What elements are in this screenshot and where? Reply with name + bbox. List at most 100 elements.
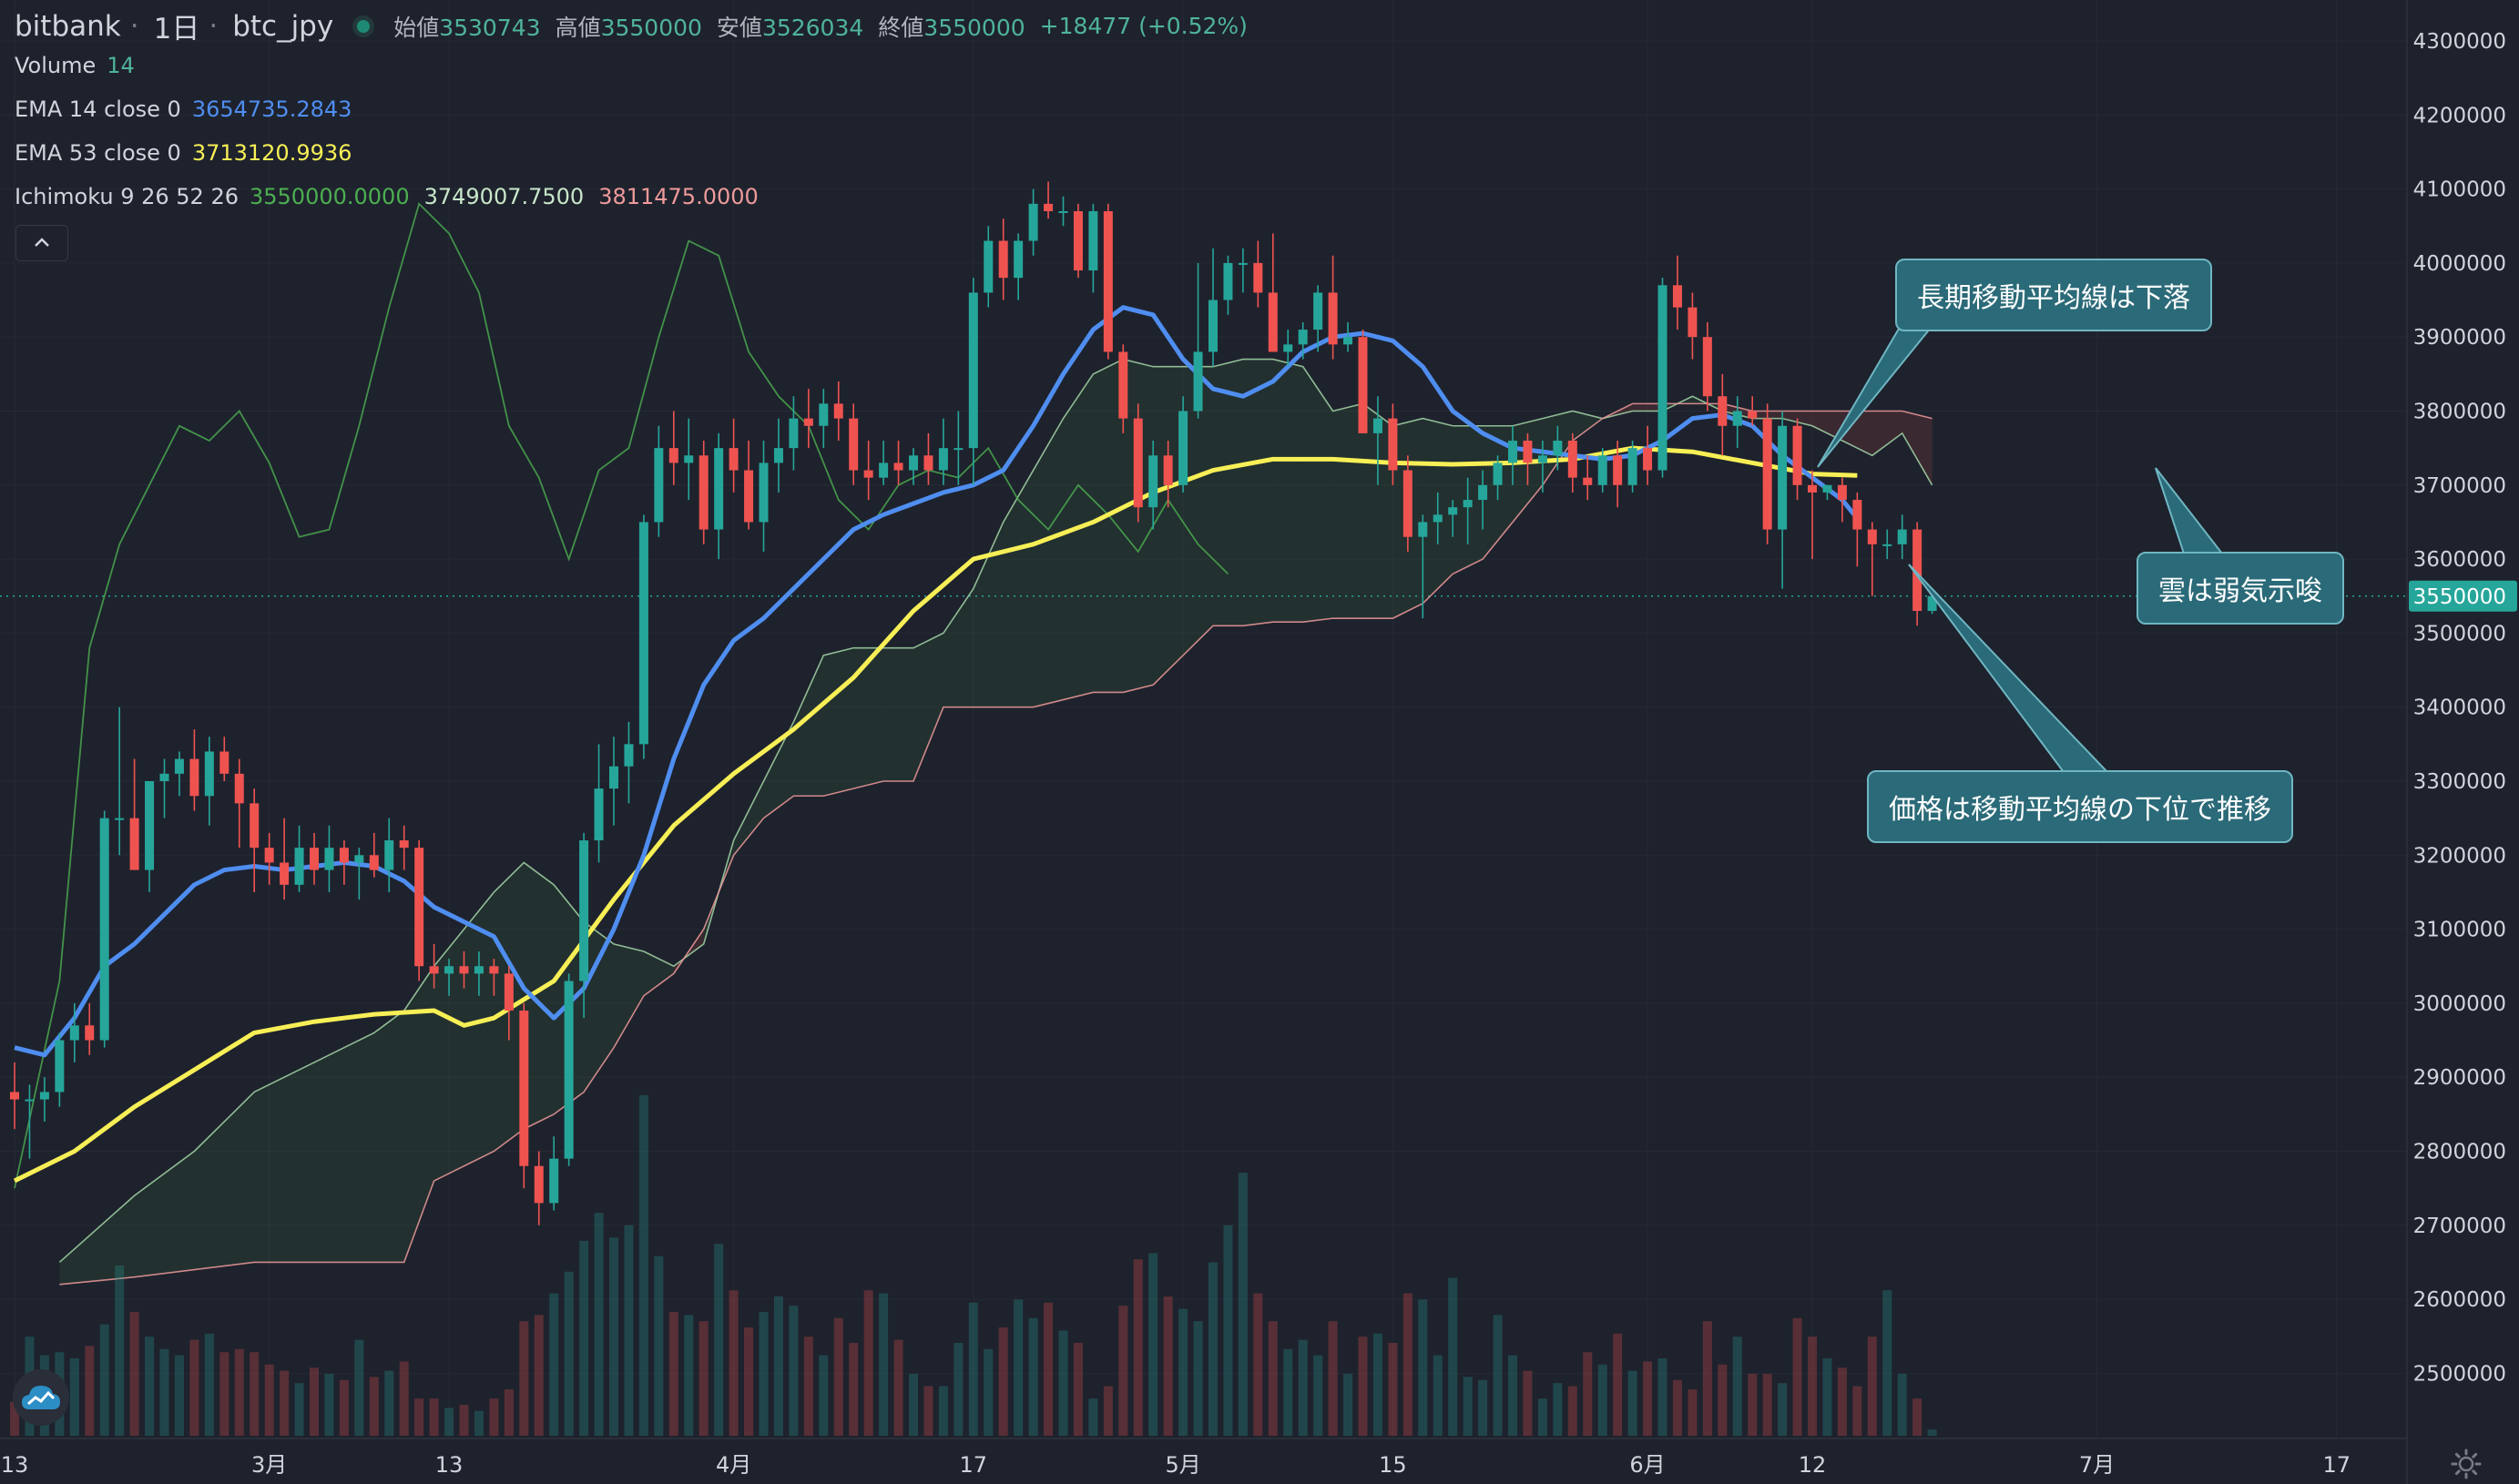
timeframe[interactable]: 1日: [153, 13, 200, 46]
ema14-legend[interactable]: EMA 14 close 0 3654735.2843: [15, 97, 352, 122]
volume-bar: [1778, 1383, 1788, 1436]
ichimoku-legend[interactable]: Ichimoku 9 26 52 26 3550000.0000 3749007…: [15, 184, 759, 209]
collapse-legend-button[interactable]: [15, 225, 68, 261]
candle-body: [1313, 292, 1323, 330]
candle-body: [1058, 210, 1068, 213]
candle: [564, 973, 574, 1166]
candle-body: [1028, 203, 1038, 241]
volume-bar: [1088, 1398, 1098, 1436]
candle: [444, 959, 454, 996]
ema53-value: 3713120.9936: [191, 140, 352, 166]
candle: [1358, 330, 1368, 433]
exchange-name[interactable]: bitbank: [15, 9, 121, 43]
candle-body: [1537, 455, 1547, 463]
candle: [1028, 188, 1038, 256]
candle-body: [638, 522, 648, 745]
candle-body: [1073, 210, 1083, 271]
time-tick-label: 6月: [1629, 1452, 1665, 1478]
volume-bar: [1358, 1337, 1368, 1436]
candle-body: [504, 973, 514, 1011]
low-label: 安値: [716, 14, 762, 41]
volume-bar: [1058, 1330, 1068, 1436]
candle: [189, 729, 199, 811]
settings-icon[interactable]: [2450, 1448, 2483, 1480]
candle: [129, 758, 139, 870]
candle: [1118, 344, 1128, 433]
volume-bar: [699, 1321, 709, 1436]
volume-bar: [489, 1398, 499, 1436]
candle: [280, 818, 290, 900]
volume-bar: [759, 1312, 769, 1436]
candle: [819, 389, 829, 449]
cloud-segment: [763, 721, 794, 818]
candle: [594, 744, 604, 863]
price-tick-label: 4300000: [2413, 30, 2506, 54]
candle: [369, 832, 379, 878]
candle-body: [893, 462, 903, 471]
price-tick-label: 4000000: [2413, 252, 2506, 276]
volume-bar: [1493, 1315, 1503, 1436]
volume-bar: [1897, 1374, 1907, 1436]
candle-body: [909, 455, 918, 471]
volume-legend[interactable]: Volume 14: [15, 53, 135, 78]
candle: [923, 432, 933, 485]
cloud-segment: [733, 781, 764, 856]
candle: [489, 959, 499, 996]
candle: [1448, 500, 1458, 537]
candle: [1463, 477, 1473, 544]
chikou-span: [14, 202, 1229, 1189]
volume-bar: [459, 1405, 469, 1436]
candle: [773, 418, 783, 493]
candle-body: [1912, 529, 1922, 612]
candle: [1209, 248, 1218, 367]
volume-bar: [1732, 1337, 1742, 1436]
candle-body: [1133, 418, 1143, 508]
candle-body: [1088, 210, 1098, 271]
candle: [25, 1084, 35, 1159]
annotation-price-below-ema[interactable]: 価格は移動平均線の下位で推移: [1867, 770, 2293, 843]
candle: [984, 226, 994, 308]
candle: [968, 278, 978, 485]
ichimoku-lagging-span: [14, 202, 1229, 1189]
candle: [1643, 425, 1653, 485]
cloud-segment: [1063, 373, 1094, 700]
candle: [579, 832, 589, 1019]
price-tick-label: 2800000: [2413, 1141, 2506, 1164]
volume-bar: [219, 1352, 229, 1436]
candle: [145, 781, 155, 892]
volume-bar: [1223, 1225, 1233, 1436]
ema14-line: [14, 305, 1860, 1058]
symbol-name[interactable]: btc_jpy: [232, 9, 334, 43]
volume-bar: [369, 1377, 379, 1436]
annotation-ema-falling[interactable]: 長期移動平均線は下落: [1895, 259, 2212, 331]
candle-body: [1388, 418, 1398, 471]
annotation-cloud-bearish[interactable]: 雲は弱気示唆: [2137, 552, 2344, 625]
tradingview-logo[interactable]: [13, 1369, 69, 1426]
time-tick-label: 15: [1379, 1452, 1407, 1478]
volume-bar: [1852, 1386, 1862, 1436]
volume-bar: [1163, 1296, 1173, 1436]
cloud-segment: [1272, 359, 1303, 623]
candle-body: [99, 818, 109, 1041]
cloud-segment: [1033, 418, 1064, 707]
candle-body: [968, 292, 978, 449]
volume-bar: [324, 1374, 334, 1436]
cloud-segment: [883, 647, 913, 781]
candle: [1822, 484, 1832, 501]
candle-body: [1672, 285, 1682, 308]
candle-body: [264, 848, 274, 863]
candle: [803, 389, 813, 449]
cloud-segment: [1302, 366, 1333, 623]
candle: [504, 966, 514, 1041]
cloud-segment: [1572, 411, 1603, 442]
candle-body: [10, 1092, 19, 1100]
high-label: 高値: [555, 14, 601, 41]
volume-bar: [474, 1410, 484, 1436]
candle: [938, 418, 948, 485]
candle: [1553, 425, 1563, 471]
ema53-legend[interactable]: EMA 53 close 0 3713120.9936: [15, 140, 352, 166]
candle-body: [1223, 262, 1233, 300]
candle: [1088, 203, 1098, 293]
candle: [339, 840, 349, 885]
